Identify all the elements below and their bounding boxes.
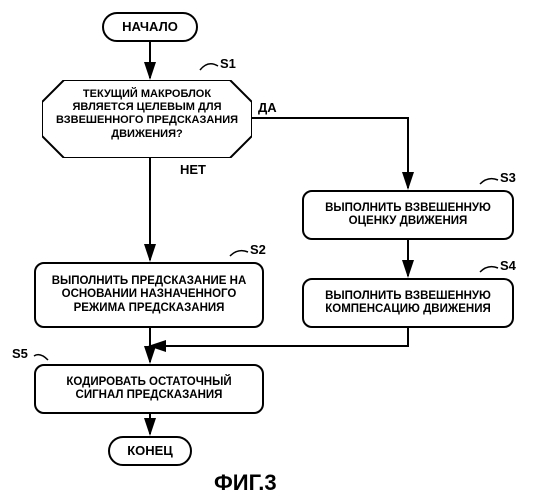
- decision-node: ТЕКУЩИЙ МАКРОБЛОК ЯВЛЯЕТСЯ ЦЕЛЕВЫМ ДЛЯ В…: [42, 80, 252, 158]
- edge-label-no: НЕТ: [180, 162, 206, 177]
- edge-label-yes: ДА: [258, 100, 277, 115]
- flow-edges: [0, 0, 552, 500]
- tag-s5: S5: [12, 346, 28, 361]
- s3-text: ВЫПОЛНИТЬ ВЗВЕШЕННУЮ ОЦЕНКУ ДВИЖЕНИЯ: [312, 202, 504, 228]
- decision-text: ТЕКУЩИЙ МАКРОБЛОК ЯВЛЯЕТСЯ ЦЕЛЕВЫМ ДЛЯ В…: [52, 88, 242, 141]
- s5-text: КОДИРОВАТЬ ОСТАТОЧНЫЙ СИГНАЛ ПРЕДСКАЗАНИ…: [44, 376, 254, 402]
- s4-text: ВЫПОЛНИТЬ ВЗВЕШЕННУЮ КОМПЕНСАЦИЮ ДВИЖЕНИ…: [312, 290, 504, 316]
- s5-node: КОДИРОВАТЬ ОСТАТОЧНЫЙ СИГНАЛ ПРЕДСКАЗАНИ…: [34, 364, 264, 414]
- end-label: КОНЕЦ: [127, 444, 173, 459]
- s2-node: ВЫПОЛНИТЬ ПРЕДСКАЗАНИЕ НА ОСНОВАНИИ НАЗН…: [34, 262, 264, 328]
- tag-s2: S2: [250, 242, 266, 257]
- start-node: НАЧАЛО: [102, 12, 198, 42]
- s4-node: ВЫПОЛНИТЬ ВЗВЕШЕННУЮ КОМПЕНСАЦИЮ ДВИЖЕНИ…: [302, 278, 514, 328]
- s2-text: ВЫПОЛНИТЬ ПРЕДСКАЗАНИЕ НА ОСНОВАНИИ НАЗН…: [44, 275, 254, 315]
- tag-s4: S4: [500, 258, 516, 273]
- end-node: КОНЕЦ: [108, 436, 192, 466]
- figure-caption: ФИГ.3: [214, 470, 277, 496]
- tag-s1: S1: [220, 56, 236, 71]
- tag-s3: S3: [500, 170, 516, 185]
- start-label: НАЧАЛО: [122, 20, 178, 35]
- s3-node: ВЫПОЛНИТЬ ВЗВЕШЕННУЮ ОЦЕНКУ ДВИЖЕНИЯ: [302, 190, 514, 240]
